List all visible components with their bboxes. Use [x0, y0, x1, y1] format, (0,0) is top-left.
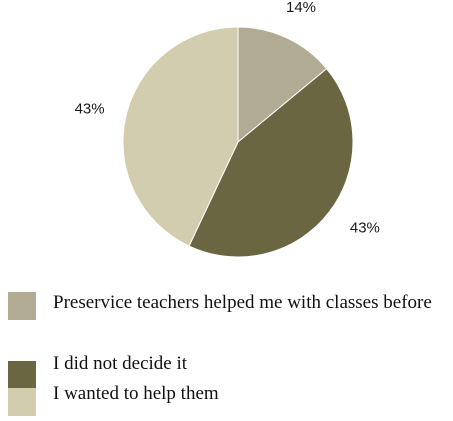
pie-slices — [122, 26, 354, 258]
slice-label-did-not-decide: 43% — [350, 220, 380, 237]
slice-label-preservice: 14% — [286, 0, 316, 16]
pie-slice-preservice — [237, 26, 328, 144]
legend-label-did-not-decide: I did not decide it — [53, 353, 188, 374]
pie-slice-labels: 14% 43% 43% — [75, 0, 380, 237]
legend-swatch-preservice — [8, 292, 36, 320]
pie-slice-wanted-to-help — [122, 26, 239, 247]
legend-swatch-did-not-decide — [8, 361, 36, 389]
pie-chart: 14% 43% 43% — [75, 0, 380, 258]
slice-label-wanted-to-help: 43% — [75, 101, 105, 118]
pie-slice-did-not-decide — [188, 67, 354, 258]
legend-swatch-wanted-to-help — [8, 388, 36, 416]
legend-label-wanted-to-help: I wanted to help them — [53, 383, 219, 404]
legend-label-preservice: Preservice teachers helped me with class… — [53, 292, 432, 313]
